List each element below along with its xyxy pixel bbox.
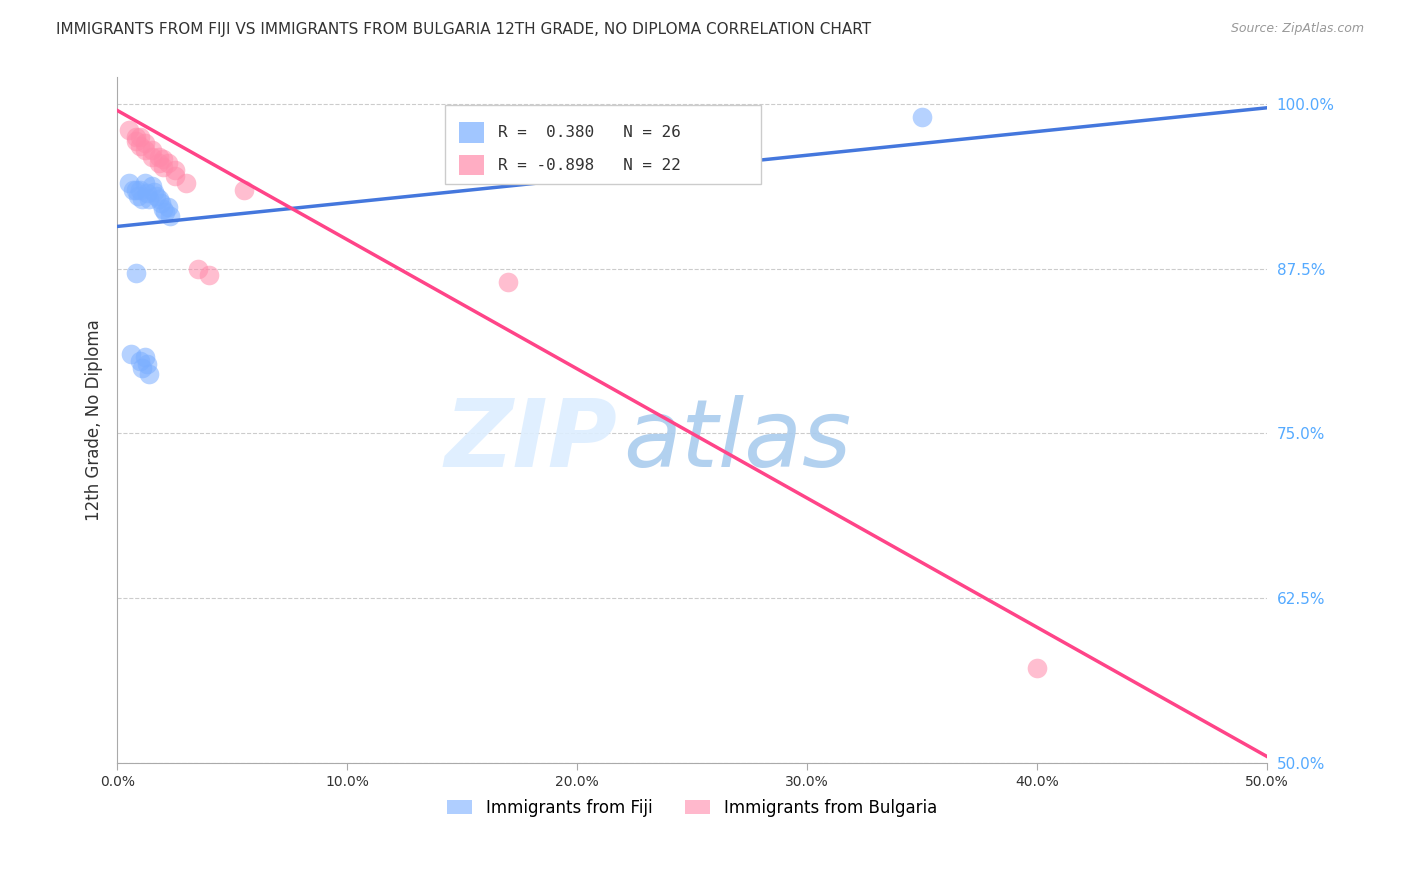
Point xyxy=(131,360,153,375)
Point xyxy=(198,268,221,283)
Point xyxy=(124,266,146,280)
Text: Source: ZipAtlas.com: Source: ZipAtlas.com xyxy=(1230,22,1364,36)
Point xyxy=(155,205,177,219)
FancyBboxPatch shape xyxy=(444,105,761,184)
Point xyxy=(496,275,519,289)
FancyBboxPatch shape xyxy=(458,155,484,176)
Point xyxy=(152,160,174,174)
Point xyxy=(1026,661,1049,675)
Point xyxy=(138,367,160,381)
Point xyxy=(138,192,160,206)
Point xyxy=(129,139,152,153)
Text: ZIP: ZIP xyxy=(444,395,617,487)
Point xyxy=(141,143,163,157)
Point xyxy=(148,192,170,206)
Point xyxy=(152,202,174,217)
Point xyxy=(134,176,156,190)
Point xyxy=(129,129,152,144)
Point xyxy=(118,123,141,137)
Point xyxy=(156,156,179,170)
Text: atlas: atlas xyxy=(623,395,852,486)
Point xyxy=(127,189,149,203)
Point xyxy=(163,162,186,177)
Point xyxy=(156,200,179,214)
Point xyxy=(129,182,152,196)
Point xyxy=(148,156,170,170)
Point xyxy=(131,192,153,206)
Point xyxy=(143,185,166,199)
Point xyxy=(134,136,156,151)
Legend: Immigrants from Fiji, Immigrants from Bulgaria: Immigrants from Fiji, Immigrants from Bu… xyxy=(440,792,943,823)
Point xyxy=(159,209,181,223)
Point xyxy=(124,134,146,148)
Text: R = -0.898   N = 22: R = -0.898 N = 22 xyxy=(498,158,681,173)
Point xyxy=(122,182,145,196)
Y-axis label: 12th Grade, No Diploma: 12th Grade, No Diploma xyxy=(86,319,103,521)
Point xyxy=(129,354,152,368)
Point xyxy=(232,182,254,196)
Point xyxy=(136,357,159,371)
Point xyxy=(187,261,209,276)
Point xyxy=(145,189,167,203)
FancyBboxPatch shape xyxy=(458,122,484,143)
Point xyxy=(152,152,174,166)
Point xyxy=(136,186,159,201)
Point xyxy=(149,195,172,210)
Point xyxy=(141,150,163,164)
Text: IMMIGRANTS FROM FIJI VS IMMIGRANTS FROM BULGARIA 12TH GRADE, NO DIPLOMA CORRELAT: IMMIGRANTS FROM FIJI VS IMMIGRANTS FROM … xyxy=(56,22,872,37)
Point xyxy=(174,176,197,190)
Point xyxy=(148,150,170,164)
Text: R =  0.380   N = 26: R = 0.380 N = 26 xyxy=(498,125,681,140)
Point xyxy=(134,350,156,364)
Point xyxy=(124,182,146,196)
Point xyxy=(134,143,156,157)
Point xyxy=(120,347,142,361)
Point xyxy=(141,178,163,193)
Point xyxy=(163,169,186,184)
Point xyxy=(118,176,141,190)
Point xyxy=(124,129,146,144)
Point xyxy=(911,110,934,124)
